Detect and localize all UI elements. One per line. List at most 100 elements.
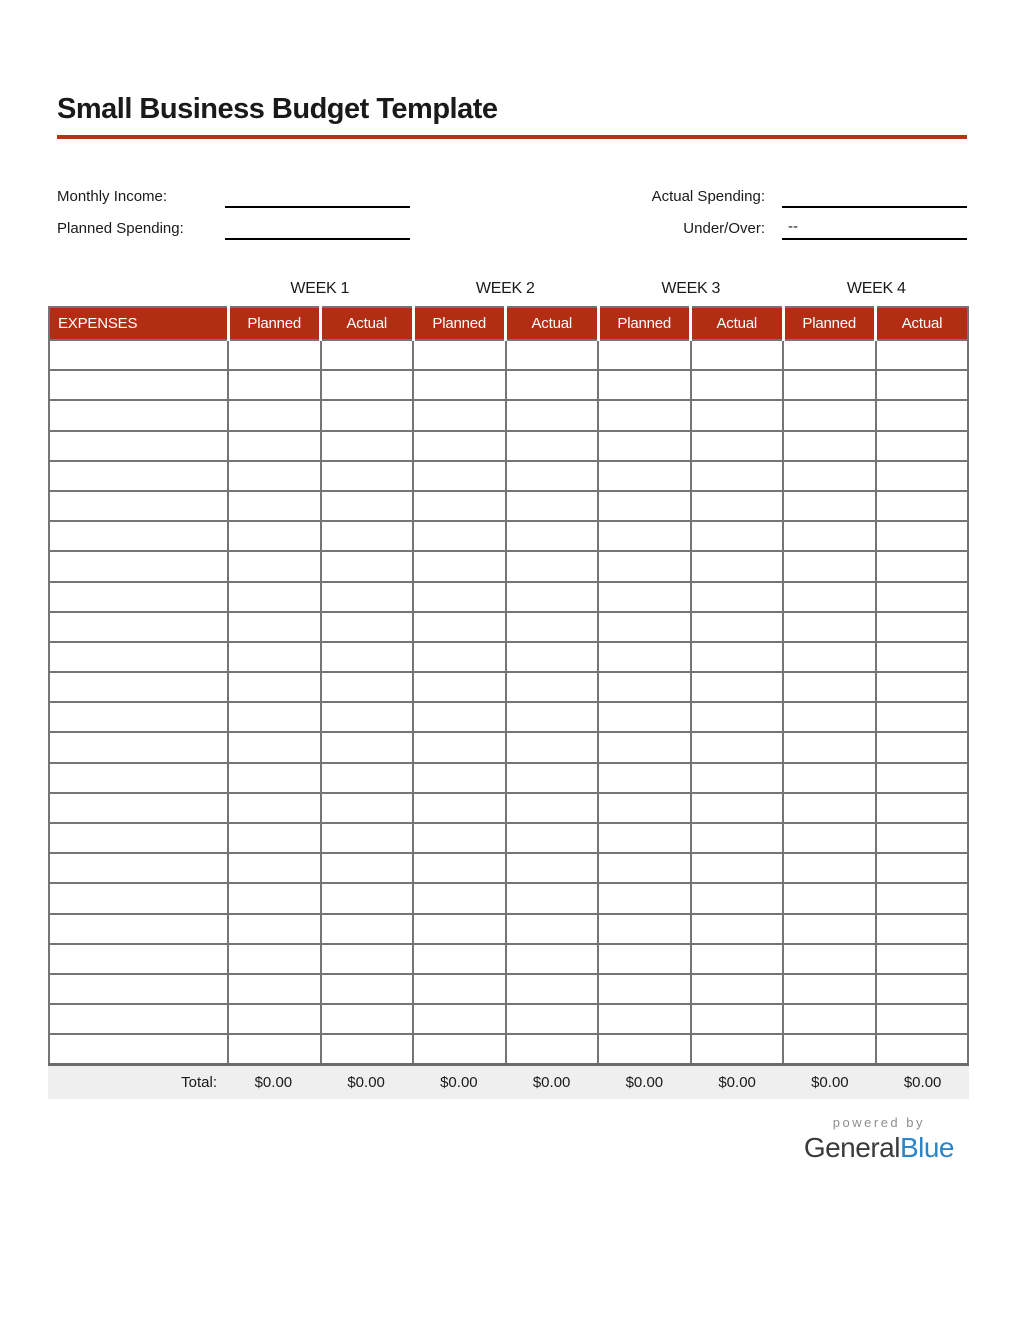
- table-row: [48, 520, 969, 553]
- table-row: [48, 429, 969, 462]
- empty-cell: [689, 459, 784, 492]
- empty-cell: [874, 671, 969, 704]
- empty-cell: [319, 821, 414, 855]
- empty-cell: [412, 640, 507, 674]
- empty-cell: [689, 489, 784, 523]
- expense-name-cell: [48, 489, 229, 523]
- empty-cell: [874, 580, 969, 613]
- table-row: [48, 489, 969, 523]
- table-row: [48, 640, 969, 674]
- empty-cell: [874, 369, 969, 402]
- week3-actual-header: Actual: [689, 306, 783, 341]
- empty-cell: [782, 761, 877, 794]
- monthly-income-field: [225, 186, 410, 208]
- table-row: [48, 550, 969, 583]
- empty-cell: [412, 338, 507, 372]
- empty-cell: [874, 338, 969, 372]
- empty-cell: [597, 791, 692, 825]
- empty-cell: [504, 520, 599, 553]
- empty-cell: [874, 459, 969, 492]
- expense-table-body: [48, 338, 969, 1067]
- expense-name-cell: [48, 369, 229, 402]
- total-week1-actual: $0.00: [347, 1074, 385, 1091]
- empty-cell: [782, 701, 877, 734]
- week2-actual-header: Actual: [504, 306, 598, 341]
- empty-cell: [227, 459, 322, 492]
- brand-general: General: [803, 1132, 901, 1163]
- empty-cell: [227, 580, 322, 613]
- expense-name-cell: [48, 912, 229, 945]
- empty-cell: [782, 1003, 877, 1036]
- expense-name-cell: [48, 671, 229, 704]
- expense-name-cell: [48, 942, 229, 975]
- empty-cell: [319, 1003, 414, 1036]
- empty-cell: [782, 671, 877, 704]
- empty-cell: [689, 610, 784, 643]
- empty-cell: [782, 429, 877, 462]
- empty-cell: [227, 399, 322, 432]
- total-week3-actual: $0.00: [718, 1074, 756, 1091]
- week-2-label: WEEK 2: [475, 280, 535, 297]
- empty-cell: [504, 369, 599, 402]
- empty-cell: [597, 520, 692, 553]
- expense-name-cell: [48, 338, 229, 372]
- total-week4-planned: $0.00: [811, 1074, 849, 1091]
- page-title: Small Business Budget Template: [57, 93, 967, 139]
- empty-cell: [689, 852, 784, 885]
- expense-name-cell: [48, 731, 229, 764]
- table-row: [48, 852, 969, 885]
- empty-cell: [227, 1003, 322, 1036]
- empty-cell: [782, 489, 877, 523]
- expense-name-cell: [48, 610, 229, 643]
- empty-cell: [504, 580, 599, 613]
- summary-right: Actual Spending: Under/Over: --: [617, 176, 967, 240]
- empty-cell: [412, 852, 507, 885]
- empty-cell: [782, 942, 877, 975]
- summary-section: Monthly Income: Planned Spending: Actual…: [57, 176, 967, 240]
- expense-name-cell: [48, 761, 229, 794]
- planned-spending-label: Planned Spending:: [57, 220, 184, 237]
- under-over-label: Under/Over:: [683, 220, 765, 237]
- empty-cell: [874, 1003, 969, 1036]
- expense-name-cell: [48, 459, 229, 492]
- empty-cell: [689, 429, 784, 462]
- empty-cell: [412, 912, 507, 945]
- empty-cell: [319, 610, 414, 643]
- empty-cell: [689, 942, 784, 975]
- empty-cell: [227, 671, 322, 704]
- empty-cell: [227, 912, 322, 945]
- empty-cell: [689, 399, 784, 432]
- expense-name-cell: [48, 520, 229, 553]
- empty-cell: [227, 791, 322, 825]
- table-row: [48, 882, 969, 915]
- empty-cell: [412, 821, 507, 855]
- empty-cell: [319, 520, 414, 553]
- empty-cell: [504, 1033, 599, 1067]
- empty-cell: [874, 1033, 969, 1067]
- empty-cell: [597, 731, 692, 764]
- table-row: [48, 972, 969, 1006]
- table-row: [48, 671, 969, 704]
- empty-cell: [412, 791, 507, 825]
- empty-cell: [227, 761, 322, 794]
- empty-cell: [319, 942, 414, 975]
- monthly-income-label: Monthly Income:: [57, 188, 168, 205]
- empty-cell: [782, 640, 877, 674]
- expense-name-cell: [48, 399, 229, 432]
- monthly-income-row: Monthly Income:: [57, 176, 410, 208]
- empty-cell: [319, 399, 414, 432]
- empty-cell: [412, 972, 507, 1006]
- empty-cell: [782, 610, 877, 643]
- empty-cell: [412, 1003, 507, 1036]
- week2-planned-header: Planned: [411, 306, 506, 341]
- empty-cell: [597, 701, 692, 734]
- table-row: [48, 459, 969, 492]
- empty-cell: [412, 429, 507, 462]
- table-row: [48, 731, 969, 764]
- empty-cell: [319, 369, 414, 402]
- empty-cell: [597, 580, 692, 613]
- table-row: [48, 912, 969, 945]
- empty-cell: [412, 761, 507, 794]
- empty-cell: [874, 640, 969, 674]
- empty-cell: [504, 942, 599, 975]
